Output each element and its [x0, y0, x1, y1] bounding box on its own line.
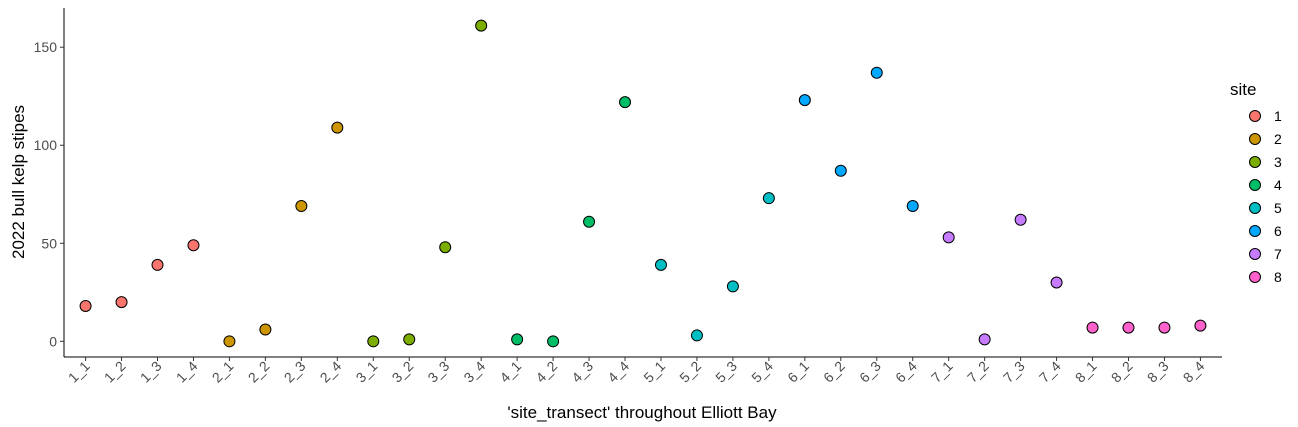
legend-label: 5 [1274, 200, 1282, 216]
y-tick-label: 150 [34, 39, 58, 55]
legend-label: 2 [1274, 131, 1282, 147]
x-tick-label: 4_4 [604, 358, 632, 386]
x-tick-label: 1_1 [65, 358, 93, 386]
x-tick-label: 4_1 [496, 358, 524, 386]
data-point [511, 333, 524, 346]
data-point [906, 200, 919, 213]
data-point [475, 19, 488, 32]
x-tick-label: 1_4 [173, 358, 201, 386]
legend: site 1 2 3 4 5 6 7 8 [1230, 80, 1282, 285]
x-tick-label: 3_2 [389, 358, 417, 386]
data-point [726, 280, 739, 293]
x-tick-label: 5_2 [676, 358, 704, 386]
x-tick-label: 8_1 [1072, 358, 1100, 386]
y-tick-label: 100 [34, 137, 58, 153]
legend-label: 7 [1274, 246, 1282, 262]
legend-key [1249, 225, 1261, 237]
x-tick-label: 3_1 [353, 358, 381, 386]
data-point [115, 296, 128, 309]
data-point [79, 300, 92, 313]
legend-label: 3 [1274, 154, 1282, 170]
data-point [1050, 276, 1063, 289]
data-point [690, 329, 703, 342]
data-point [1086, 321, 1099, 334]
data-point [295, 200, 308, 213]
x-tick-label: 5_4 [748, 358, 776, 386]
data-point [1122, 321, 1135, 334]
x-tick-label: 1_3 [137, 358, 165, 386]
data-point [1158, 321, 1171, 334]
data-point [1014, 213, 1027, 226]
data-point [619, 96, 632, 109]
x-tick-label: 7_4 [1036, 358, 1064, 386]
legend-key [1249, 179, 1261, 191]
x-tick-label: 2_2 [245, 358, 273, 386]
data-point [331, 121, 344, 134]
legend-key [1249, 248, 1261, 260]
data-point [834, 164, 847, 177]
x-tick-label: 3_4 [460, 358, 488, 386]
x-tick-label: 4_2 [532, 358, 560, 386]
y-tick-label: 50 [41, 235, 57, 251]
x-axis: 1_1 1_2 1_3 1_4 2_1 2_2 2_3 2_4 3_1 3_2 3_3 3_4 4_1 4… [64, 356, 1222, 386]
y-tick-label: 0 [49, 333, 57, 349]
data-point [187, 239, 200, 252]
data-point [870, 66, 883, 79]
legend-title: site [1230, 80, 1256, 99]
x-tick-label: 5_3 [712, 358, 740, 386]
x-tick-label: 7_2 [964, 358, 992, 386]
x-tick-label: 7_3 [1000, 358, 1028, 386]
x-tick-label: 3_3 [424, 358, 452, 386]
data-point [439, 241, 452, 254]
x-tick-label: 6_4 [892, 358, 920, 386]
y-axis-title: 2022 bull kelp stipes [9, 105, 28, 259]
data-point [583, 215, 596, 228]
legend-label: 4 [1274, 177, 1282, 193]
x-tick-label: 6_3 [856, 358, 884, 386]
x-tick-label: 1_2 [101, 358, 129, 386]
x-tick-label: 6_2 [820, 358, 848, 386]
legend-key [1249, 133, 1261, 145]
legend-label: 8 [1274, 269, 1282, 285]
data-point [762, 192, 775, 205]
legend-key [1249, 156, 1261, 168]
x-tick-label: 7_1 [928, 358, 956, 386]
legend-key [1249, 271, 1261, 283]
legend-label: 1 [1274, 108, 1282, 124]
x-axis-title: 'site_transect' throughout Elliott Bay [507, 403, 777, 422]
x-tick-label: 2_4 [317, 358, 345, 386]
data-point [978, 333, 991, 346]
data-point [223, 335, 236, 348]
data-point [547, 335, 560, 348]
x-tick-label: 2_3 [281, 358, 309, 386]
x-tick-label: 8_4 [1180, 358, 1208, 386]
x-tick-label: 4_3 [568, 358, 596, 386]
x-tick-label: 8_2 [1108, 358, 1136, 386]
legend-key [1249, 110, 1261, 122]
data-point [151, 258, 164, 271]
x-tick-label: 8_3 [1144, 358, 1172, 386]
data-point [367, 335, 380, 348]
x-tick-label: 2_1 [209, 358, 237, 386]
x-tick-label: 5_1 [640, 358, 668, 386]
legend-label: 6 [1274, 223, 1282, 239]
data-point [798, 94, 811, 107]
data-point [1194, 319, 1207, 332]
data-point [259, 323, 272, 336]
data-point [654, 258, 667, 271]
x-tick-label: 6_1 [784, 358, 812, 386]
data-points [79, 19, 1207, 348]
legend-key [1249, 202, 1261, 214]
data-point [403, 333, 416, 346]
y-axis: 0 50 100 150 [34, 8, 65, 357]
data-point [942, 231, 955, 244]
